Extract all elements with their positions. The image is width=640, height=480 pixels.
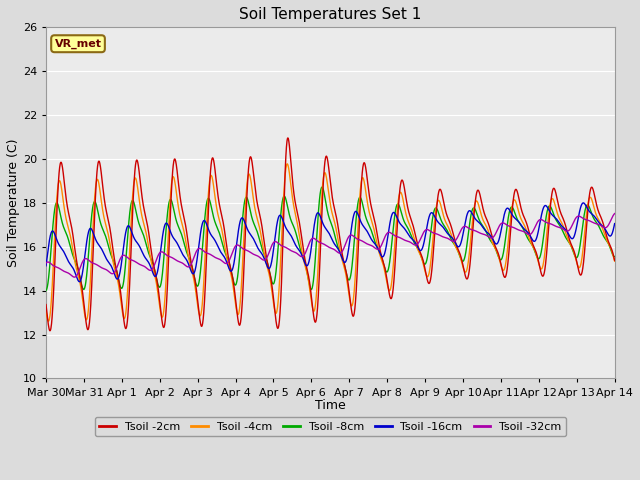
Y-axis label: Soil Temperature (C): Soil Temperature (C) <box>7 139 20 267</box>
Title: Soil Temperatures Set 1: Soil Temperatures Set 1 <box>239 7 422 22</box>
Text: VR_met: VR_met <box>54 38 102 49</box>
X-axis label: Time: Time <box>315 399 346 412</box>
Legend: Tsoil -2cm, Tsoil -4cm, Tsoil -8cm, Tsoil -16cm, Tsoil -32cm: Tsoil -2cm, Tsoil -4cm, Tsoil -8cm, Tsoi… <box>95 417 566 436</box>
